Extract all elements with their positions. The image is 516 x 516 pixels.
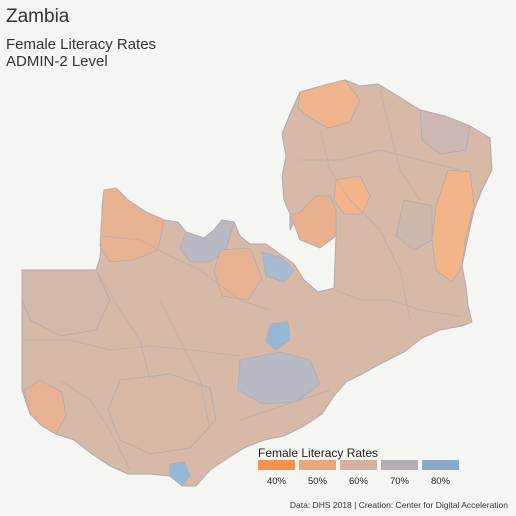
district-shading	[21, 79, 475, 487]
legend-swatch-50	[299, 460, 336, 470]
subtitle-line-1: Female Literacy Rates	[6, 36, 157, 53]
district-northwest	[99, 187, 165, 263]
map-subtitle: Female Literacy Rates ADMIN-2 Level	[6, 36, 156, 70]
district-north-orange	[297, 79, 361, 129]
district-copperbelt-lake	[261, 251, 295, 283]
subtitle-line-2: ADMIN-2 Level	[6, 53, 108, 70]
legend-swatch-70	[381, 460, 418, 470]
district-west	[21, 269, 111, 337]
district-east-grey	[395, 199, 433, 251]
district-east-orange	[431, 169, 475, 283]
legend-title: Female Literacy Rates	[258, 446, 379, 460]
legend-labels: 40% 50% 60% 70% 80%	[258, 476, 459, 487]
district-north-center	[333, 175, 371, 215]
district-southwest	[23, 379, 67, 435]
district-central-orange	[213, 247, 263, 301]
district-boundaries	[22, 89, 461, 471]
district-central-blue	[265, 321, 291, 351]
legend-label-80: 80%	[430, 476, 450, 487]
district-luapula	[289, 195, 337, 249]
district-south-blue	[169, 461, 191, 487]
legend-label-50: 50%	[307, 476, 327, 487]
district-lusaka	[237, 351, 321, 405]
map-title: Zambia	[6, 6, 70, 27]
legend-swatch-40	[258, 460, 295, 470]
district-north-grey	[419, 109, 471, 155]
legend-label-60: 60%	[348, 476, 368, 487]
legend-label-70: 70%	[389, 476, 409, 487]
legend-swatch-80	[422, 460, 459, 470]
legend-label-40: 40%	[266, 476, 286, 487]
legend-swatches	[258, 460, 459, 470]
legend-swatch-60	[340, 460, 377, 470]
district-southern	[107, 373, 217, 455]
source-caption: Data: DHS 2018 | Creation: Center for Di…	[289, 500, 508, 510]
